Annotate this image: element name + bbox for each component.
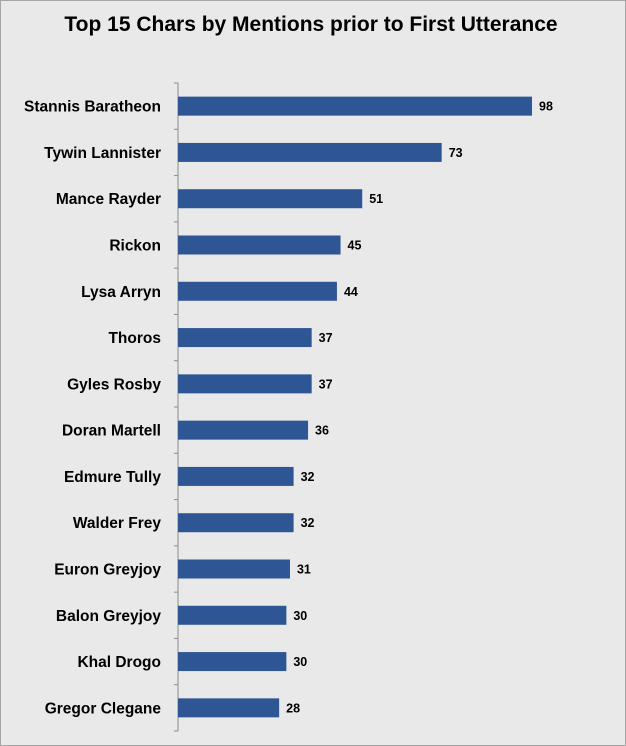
category-label: Mance Rayder [56, 191, 161, 208]
chart-title: Top 15 Chars by Mentions prior to First … [64, 13, 558, 36]
category-label: Walder Frey [73, 515, 162, 532]
data-label: 73 [449, 146, 463, 160]
bar [178, 96, 532, 116]
data-label: 37 [319, 331, 333, 345]
bar [178, 235, 341, 255]
data-label: 45 [348, 239, 362, 253]
category-label: Gregor Clegane [45, 700, 162, 717]
category-label: Doran Martell [62, 423, 161, 440]
bar [178, 698, 280, 718]
bar [178, 513, 294, 533]
category-label: Thoros [108, 330, 161, 347]
category-label: Edmure Tully [64, 469, 161, 486]
category-label: Balon Greyjoy [56, 608, 161, 625]
data-label: 32 [301, 470, 315, 484]
bar [178, 374, 312, 394]
category-label: Euron Greyjoy [54, 562, 161, 579]
bar [178, 652, 287, 672]
data-label: 36 [315, 424, 329, 438]
data-label: 98 [539, 100, 553, 114]
bar [178, 559, 290, 579]
bar [178, 328, 312, 348]
bar [178, 189, 363, 209]
data-label: 28 [286, 701, 300, 715]
bar [178, 142, 442, 162]
data-label: 32 [301, 516, 315, 530]
category-label: Khal Drogo [77, 654, 161, 671]
data-label: 31 [297, 563, 311, 577]
bar [178, 466, 294, 486]
category-label: Gyles Rosby [67, 376, 161, 393]
data-label: 51 [369, 192, 383, 206]
data-label: 37 [319, 377, 333, 391]
category-label: Lysa Arryn [81, 284, 161, 301]
bar [178, 420, 309, 440]
data-label: 30 [293, 655, 307, 669]
category-label: Stannis Baratheon [24, 99, 161, 116]
data-label: 30 [293, 609, 307, 623]
data-label: 44 [344, 285, 358, 299]
bar [178, 605, 287, 625]
bar [178, 281, 337, 301]
category-label: Tywin Lannister [44, 145, 161, 162]
category-label: Rickon [109, 238, 161, 255]
